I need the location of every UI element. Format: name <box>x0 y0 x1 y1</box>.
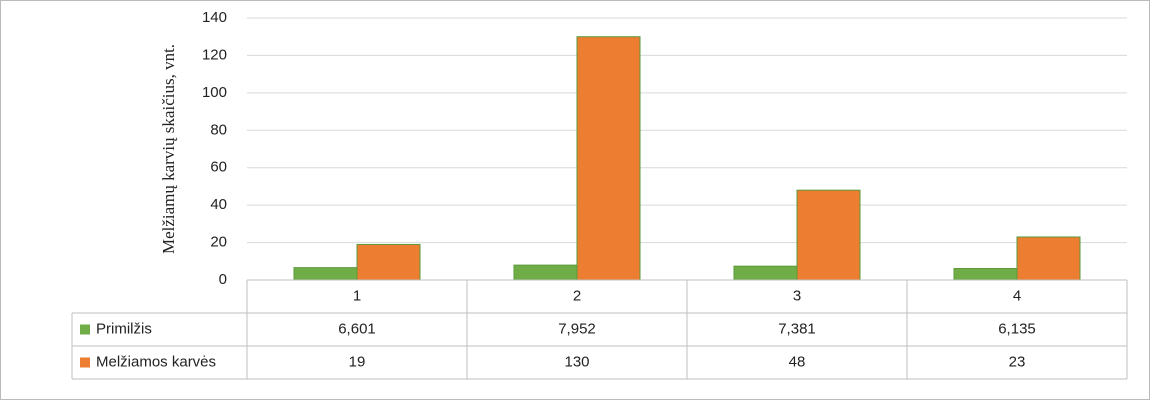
bar <box>293 267 358 281</box>
y-tick-label: 40 <box>210 196 227 213</box>
y-tick-label: 0 <box>219 271 227 288</box>
table-value: 7,381 <box>778 320 816 337</box>
table-value: 6,135 <box>998 320 1036 337</box>
table-value: 23 <box>1009 353 1026 370</box>
legend-swatch <box>80 324 90 335</box>
bar <box>576 36 641 281</box>
legend-label: Melžiamos karvės <box>96 353 216 370</box>
y-tick-label: 80 <box>210 121 227 138</box>
y-tick-label: 20 <box>210 234 227 251</box>
x-tick-label: 1 <box>353 287 361 304</box>
bar <box>1016 236 1081 281</box>
y-axis-label: Melžiamų karvių skaičius, vnt. <box>159 44 178 254</box>
bar <box>356 243 421 281</box>
bar <box>513 264 578 281</box>
bar <box>953 268 1018 281</box>
y-tick-label: 60 <box>210 159 227 176</box>
table-value: 7,952 <box>558 320 596 337</box>
bar <box>733 265 798 281</box>
x-tick-label: 3 <box>793 287 801 304</box>
x-tick-label: 4 <box>1013 287 1021 304</box>
y-tick-label: 120 <box>202 46 227 63</box>
table-value: 6,601 <box>338 320 376 337</box>
y-tick-label: 100 <box>202 84 227 101</box>
bar <box>796 189 861 281</box>
legend-label: Primilžis <box>96 320 152 337</box>
table-value: 19 <box>349 353 366 370</box>
legend-swatch <box>80 357 90 368</box>
table-value: 130 <box>564 353 589 370</box>
y-tick-label: 140 <box>202 9 227 26</box>
x-tick-label: 2 <box>573 287 581 304</box>
table-value: 48 <box>789 353 806 370</box>
